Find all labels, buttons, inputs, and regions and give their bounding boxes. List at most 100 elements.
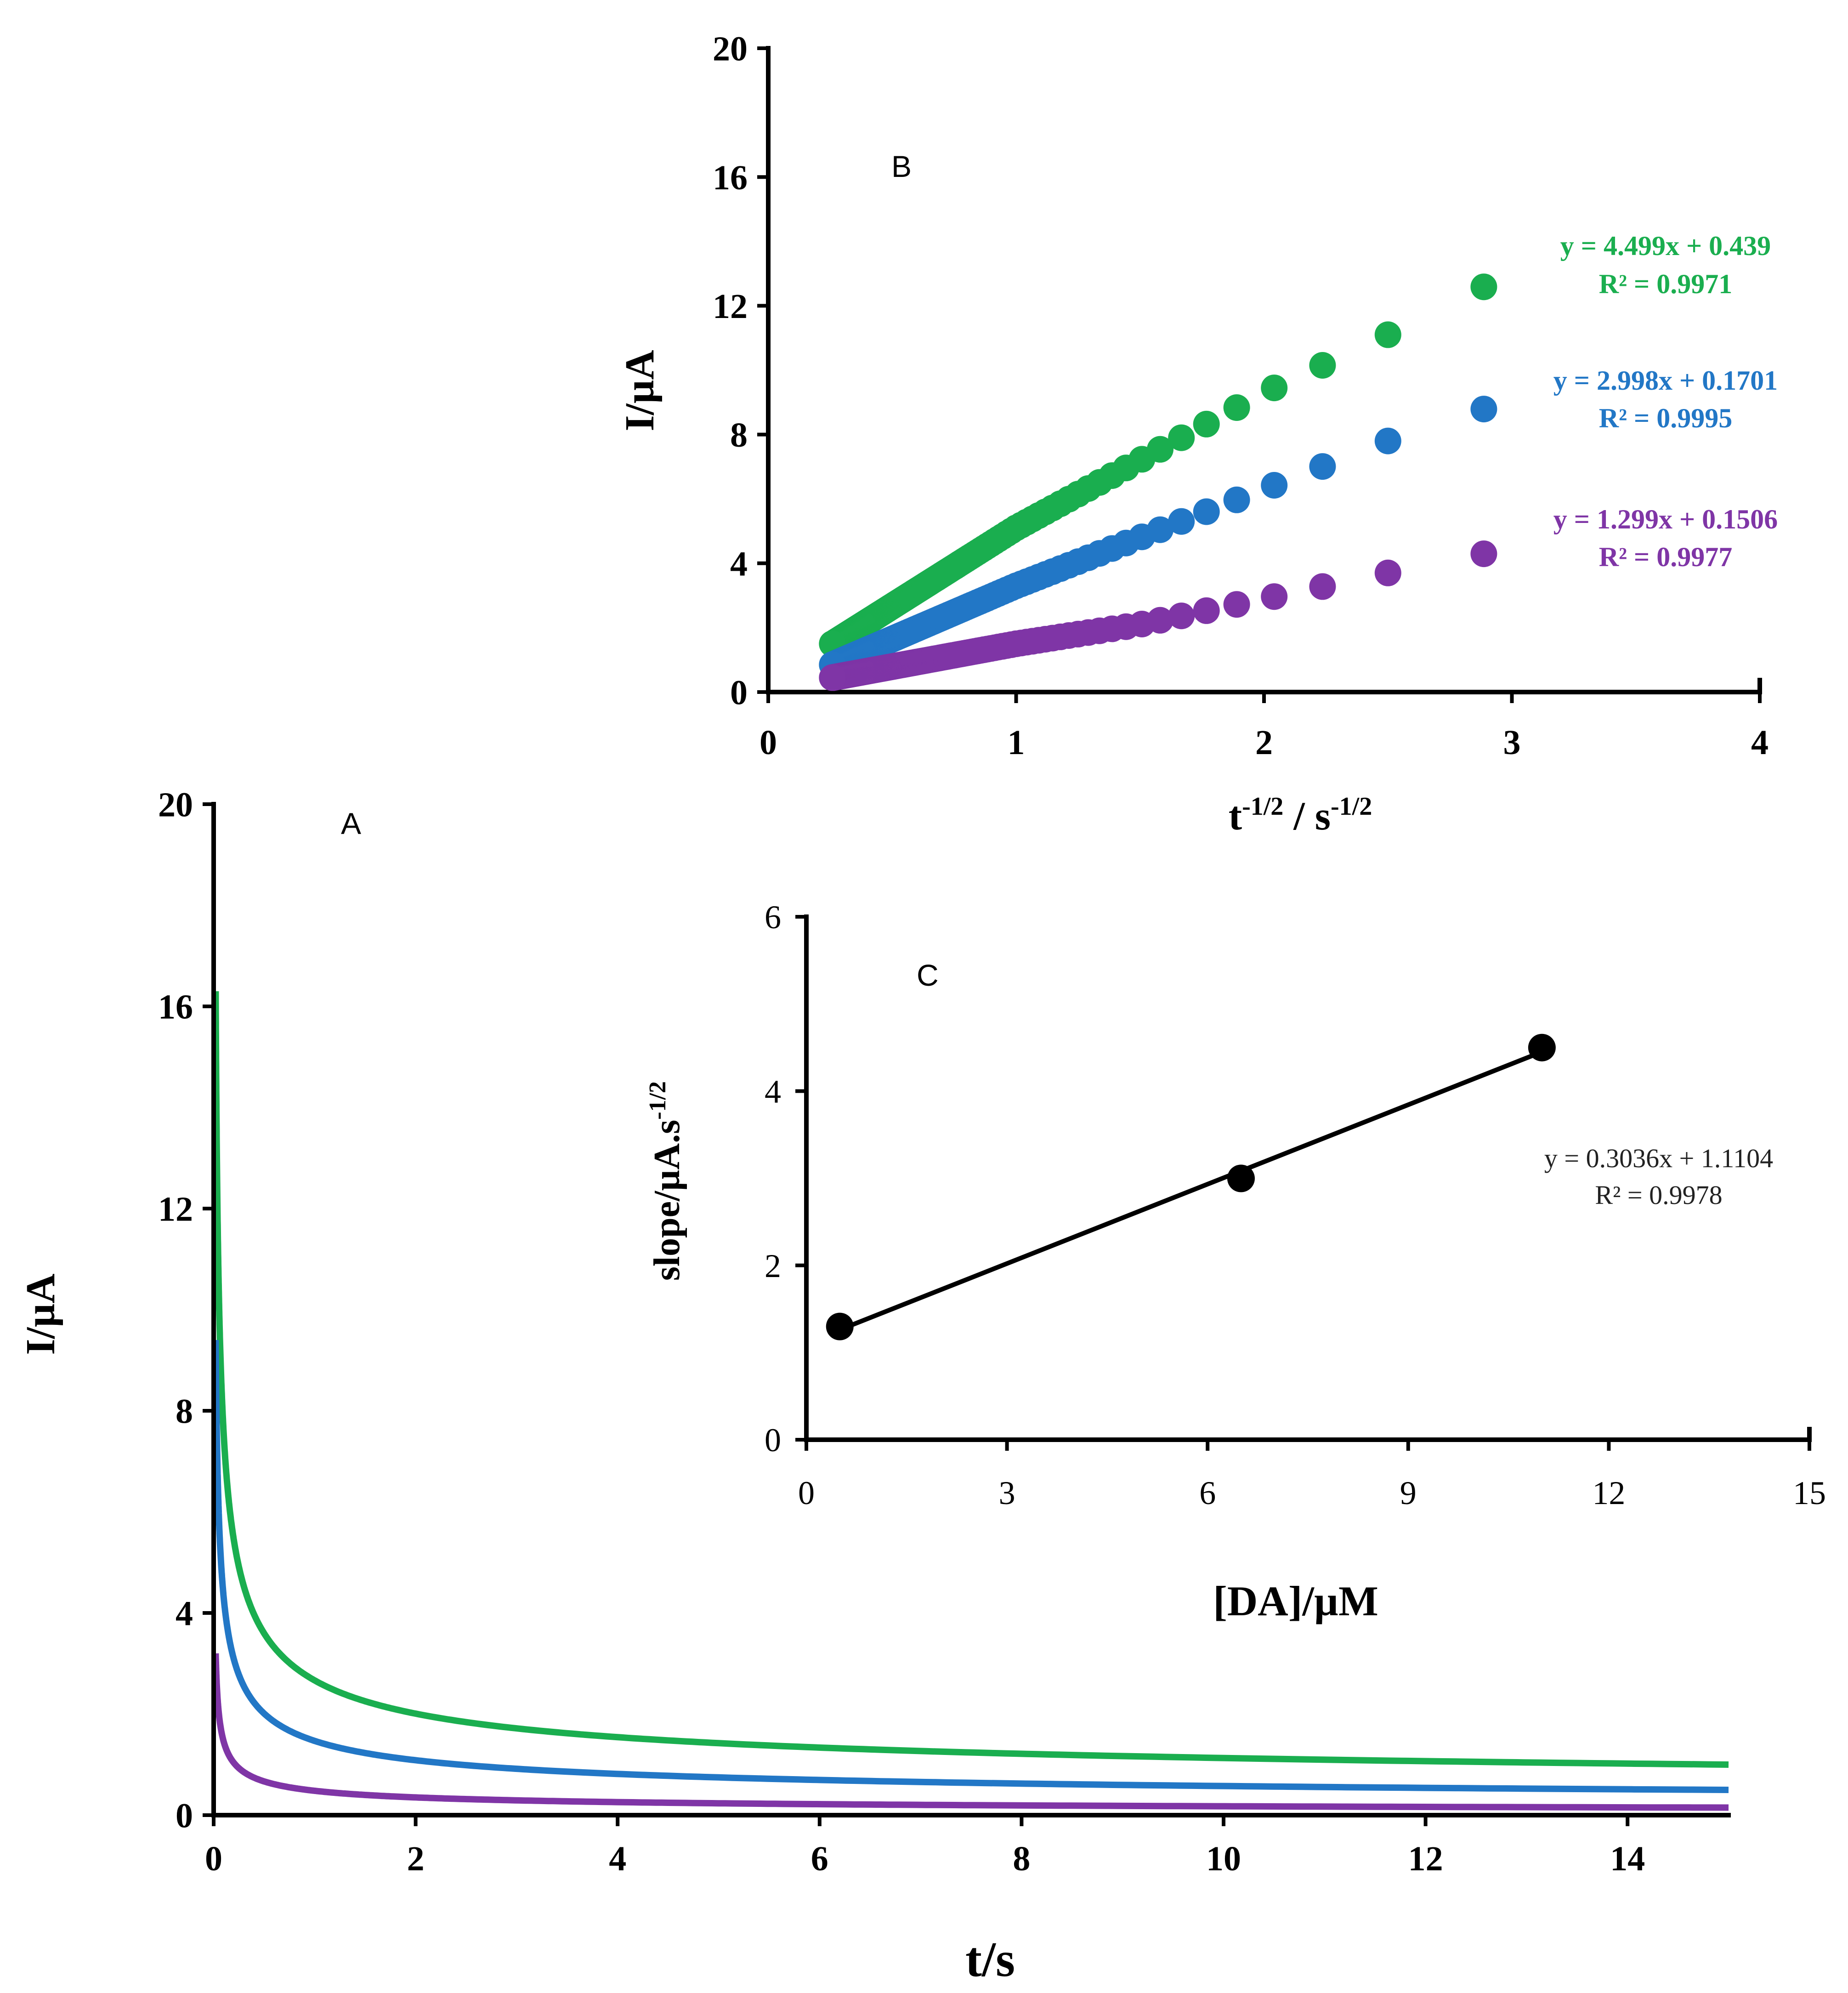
panel-b-purple-point [819, 664, 846, 691]
panel-b-label: B [891, 149, 912, 183]
panel-b-y-ticks: 0 4 8 12 16 20 [713, 30, 768, 712]
panel-b-x-tick-label: 0 [760, 723, 777, 762]
panel-a-blue-curve [212, 1340, 1729, 1793]
panel-a-y-tick-label: 20 [158, 786, 193, 824]
panel-a-y-tick-label: 0 [176, 1797, 193, 1835]
panel-a-x-tick-label: 10 [1206, 1840, 1241, 1878]
panel-c-fit-line-group [839, 1050, 1543, 1332]
panel-a-x-tick-label: 14 [1610, 1840, 1645, 1878]
panel-b-blue-point [1223, 486, 1250, 513]
panel-c-x-axis-label: [DA]/µM [1213, 1578, 1378, 1624]
panel-c-data-point [1227, 1164, 1255, 1192]
panel-b-y-tick-label: 12 [713, 287, 748, 326]
panel-b-x-ticks: 0 1 2 3 4 [760, 692, 1769, 762]
panel-b-green-point [1223, 394, 1250, 421]
panel-b-x-label-exp2: -1/2 [1331, 792, 1372, 821]
panel-b-x-axis-label: t-1/2 / s-1/2 [1229, 792, 1372, 839]
panel-b-green-point [1193, 410, 1220, 437]
panel-b-purple-point [1374, 559, 1401, 586]
panel-c-x-tick-label: 12 [1592, 1475, 1625, 1511]
panel-c-label: C [917, 958, 939, 992]
panel-a-x-tick-label: 8 [1013, 1840, 1030, 1878]
panel-c-fit-r2: R² = 0.9978 [1595, 1180, 1722, 1210]
panel-b-y-tick-label: 16 [713, 159, 748, 197]
panel-b-x-tick-label: 4 [1751, 723, 1769, 762]
panel-c-y-label-base: slope/µA.s [647, 1120, 687, 1281]
panel-b-green-point [1309, 352, 1336, 379]
panel-b-blue-point [1193, 498, 1220, 525]
panel-a-curves [212, 991, 1729, 1811]
panel-a-y-tick-label: 4 [176, 1595, 193, 1633]
panel-a-y-ticks: 0 4 8 12 16 20 [158, 786, 214, 1835]
panel-a-y-tick-label: 8 [176, 1392, 193, 1431]
panel-c-data-point [826, 1312, 854, 1340]
panel-c-y-axis-label: slope/µA.s-1/2 [645, 1081, 687, 1281]
panel-b-green-point [1374, 321, 1401, 348]
panel-b-blue-point [1168, 508, 1195, 535]
panel-b-purple-point [1470, 540, 1497, 568]
panel-b-y-tick-label: 8 [730, 416, 748, 454]
panel-c-y-tick-label: 6 [765, 899, 781, 936]
panel-b-purple-point [1168, 602, 1195, 630]
panel-b-x-label-mid: / s [1283, 794, 1331, 839]
panel-b-x-tick-label: 3 [1503, 723, 1521, 762]
panel-b-blue-point [1261, 472, 1288, 499]
panel-a-green-curve [212, 991, 1729, 1768]
panel-a-x-tick-label: 0 [205, 1840, 222, 1878]
panel-b-y-tick-label: 4 [730, 545, 748, 583]
panel-a-y-tick-label: 16 [158, 988, 193, 1027]
panel-a-x-tick-label: 2 [407, 1840, 425, 1878]
panel-c-x-tick-label: 6 [1199, 1475, 1216, 1511]
panel-a-y-tick-label: 12 [158, 1190, 193, 1229]
panel-c-x-tick-label: 3 [999, 1475, 1015, 1511]
panel-b-blue-point [1374, 427, 1401, 454]
panel-c-axes [804, 914, 1812, 1442]
panel-c-x-tick-label: 15 [1793, 1475, 1826, 1511]
blue-fit-r2: R² = 0.9995 [1599, 403, 1733, 433]
panel-c-points [826, 1033, 1556, 1340]
panel-b-green-point [1261, 375, 1288, 402]
blue-fit-equation: y = 2.998x + 0.1701 [1553, 365, 1778, 396]
panel-c-x-tick-label: 0 [798, 1475, 815, 1511]
panel-b-purple-point [1193, 597, 1220, 624]
panel-c-y-tick-label: 0 [765, 1422, 781, 1459]
panel-b-points [819, 273, 1497, 691]
panel-a-purple-curve [212, 1651, 1729, 1811]
green-fit-equation: y = 4.499x + 0.439 [1560, 231, 1771, 261]
panel-c-x-tick-label: 9 [1400, 1475, 1417, 1511]
panel-b-blue-point [1309, 453, 1336, 480]
panel-a-x-tick-label: 4 [609, 1840, 626, 1878]
panel-c-y-label-exp: -1/2 [645, 1081, 671, 1120]
panel-a-x-tick-label: 12 [1408, 1840, 1443, 1878]
panel-b-x-label-exp1: -1/2 [1242, 792, 1283, 821]
panel-a-x-ticks: 0 2 4 6 8 10 12 14 [205, 1815, 1645, 1878]
panel-b-x-label-base: t [1229, 794, 1242, 839]
panel-b-purple-point [1223, 591, 1250, 618]
panel-c: 0 2 4 6 0 3 6 9 12 15 C slope/µA.s-1/2 [DA]/µM y… [645, 899, 1826, 1624]
panel-c-y-ticks: 0 2 4 6 [765, 899, 806, 1459]
panel-b-x-tick-label: 2 [1255, 723, 1273, 762]
panel-b-y-tick-label: 20 [713, 30, 748, 68]
panel-a-y-axis-label: I/µA [18, 1274, 63, 1355]
panel-a-label: A [341, 806, 361, 840]
purple-fit-r2: R² = 0.9977 [1599, 542, 1733, 572]
panel-c-fit-line [839, 1050, 1543, 1332]
panel-b-y-axis-label: I/µA [617, 350, 663, 432]
panel-b-green-point [1168, 424, 1195, 451]
panel-b-blue-point [1470, 396, 1497, 423]
panel-c-background [809, 912, 1813, 1441]
panel-c-x-ticks: 0 3 6 9 12 15 [798, 1440, 1826, 1511]
panel-b-x-tick-label: 1 [1008, 723, 1025, 762]
panel-c-data-point [1528, 1033, 1556, 1062]
panel-c-y-tick-label: 2 [765, 1248, 781, 1284]
panel-b-purple-point [1261, 583, 1288, 610]
purple-fit-equation: y = 1.299x + 0.1506 [1553, 504, 1778, 534]
panel-a-x-axis-label: t/s [965, 1932, 1015, 1987]
panel-b-y-tick-label: 0 [730, 674, 748, 712]
panel-a-x-tick-label: 6 [811, 1840, 828, 1878]
panel-c-y-tick-label: 4 [765, 1073, 781, 1110]
panel-b-green-point [1470, 273, 1497, 301]
